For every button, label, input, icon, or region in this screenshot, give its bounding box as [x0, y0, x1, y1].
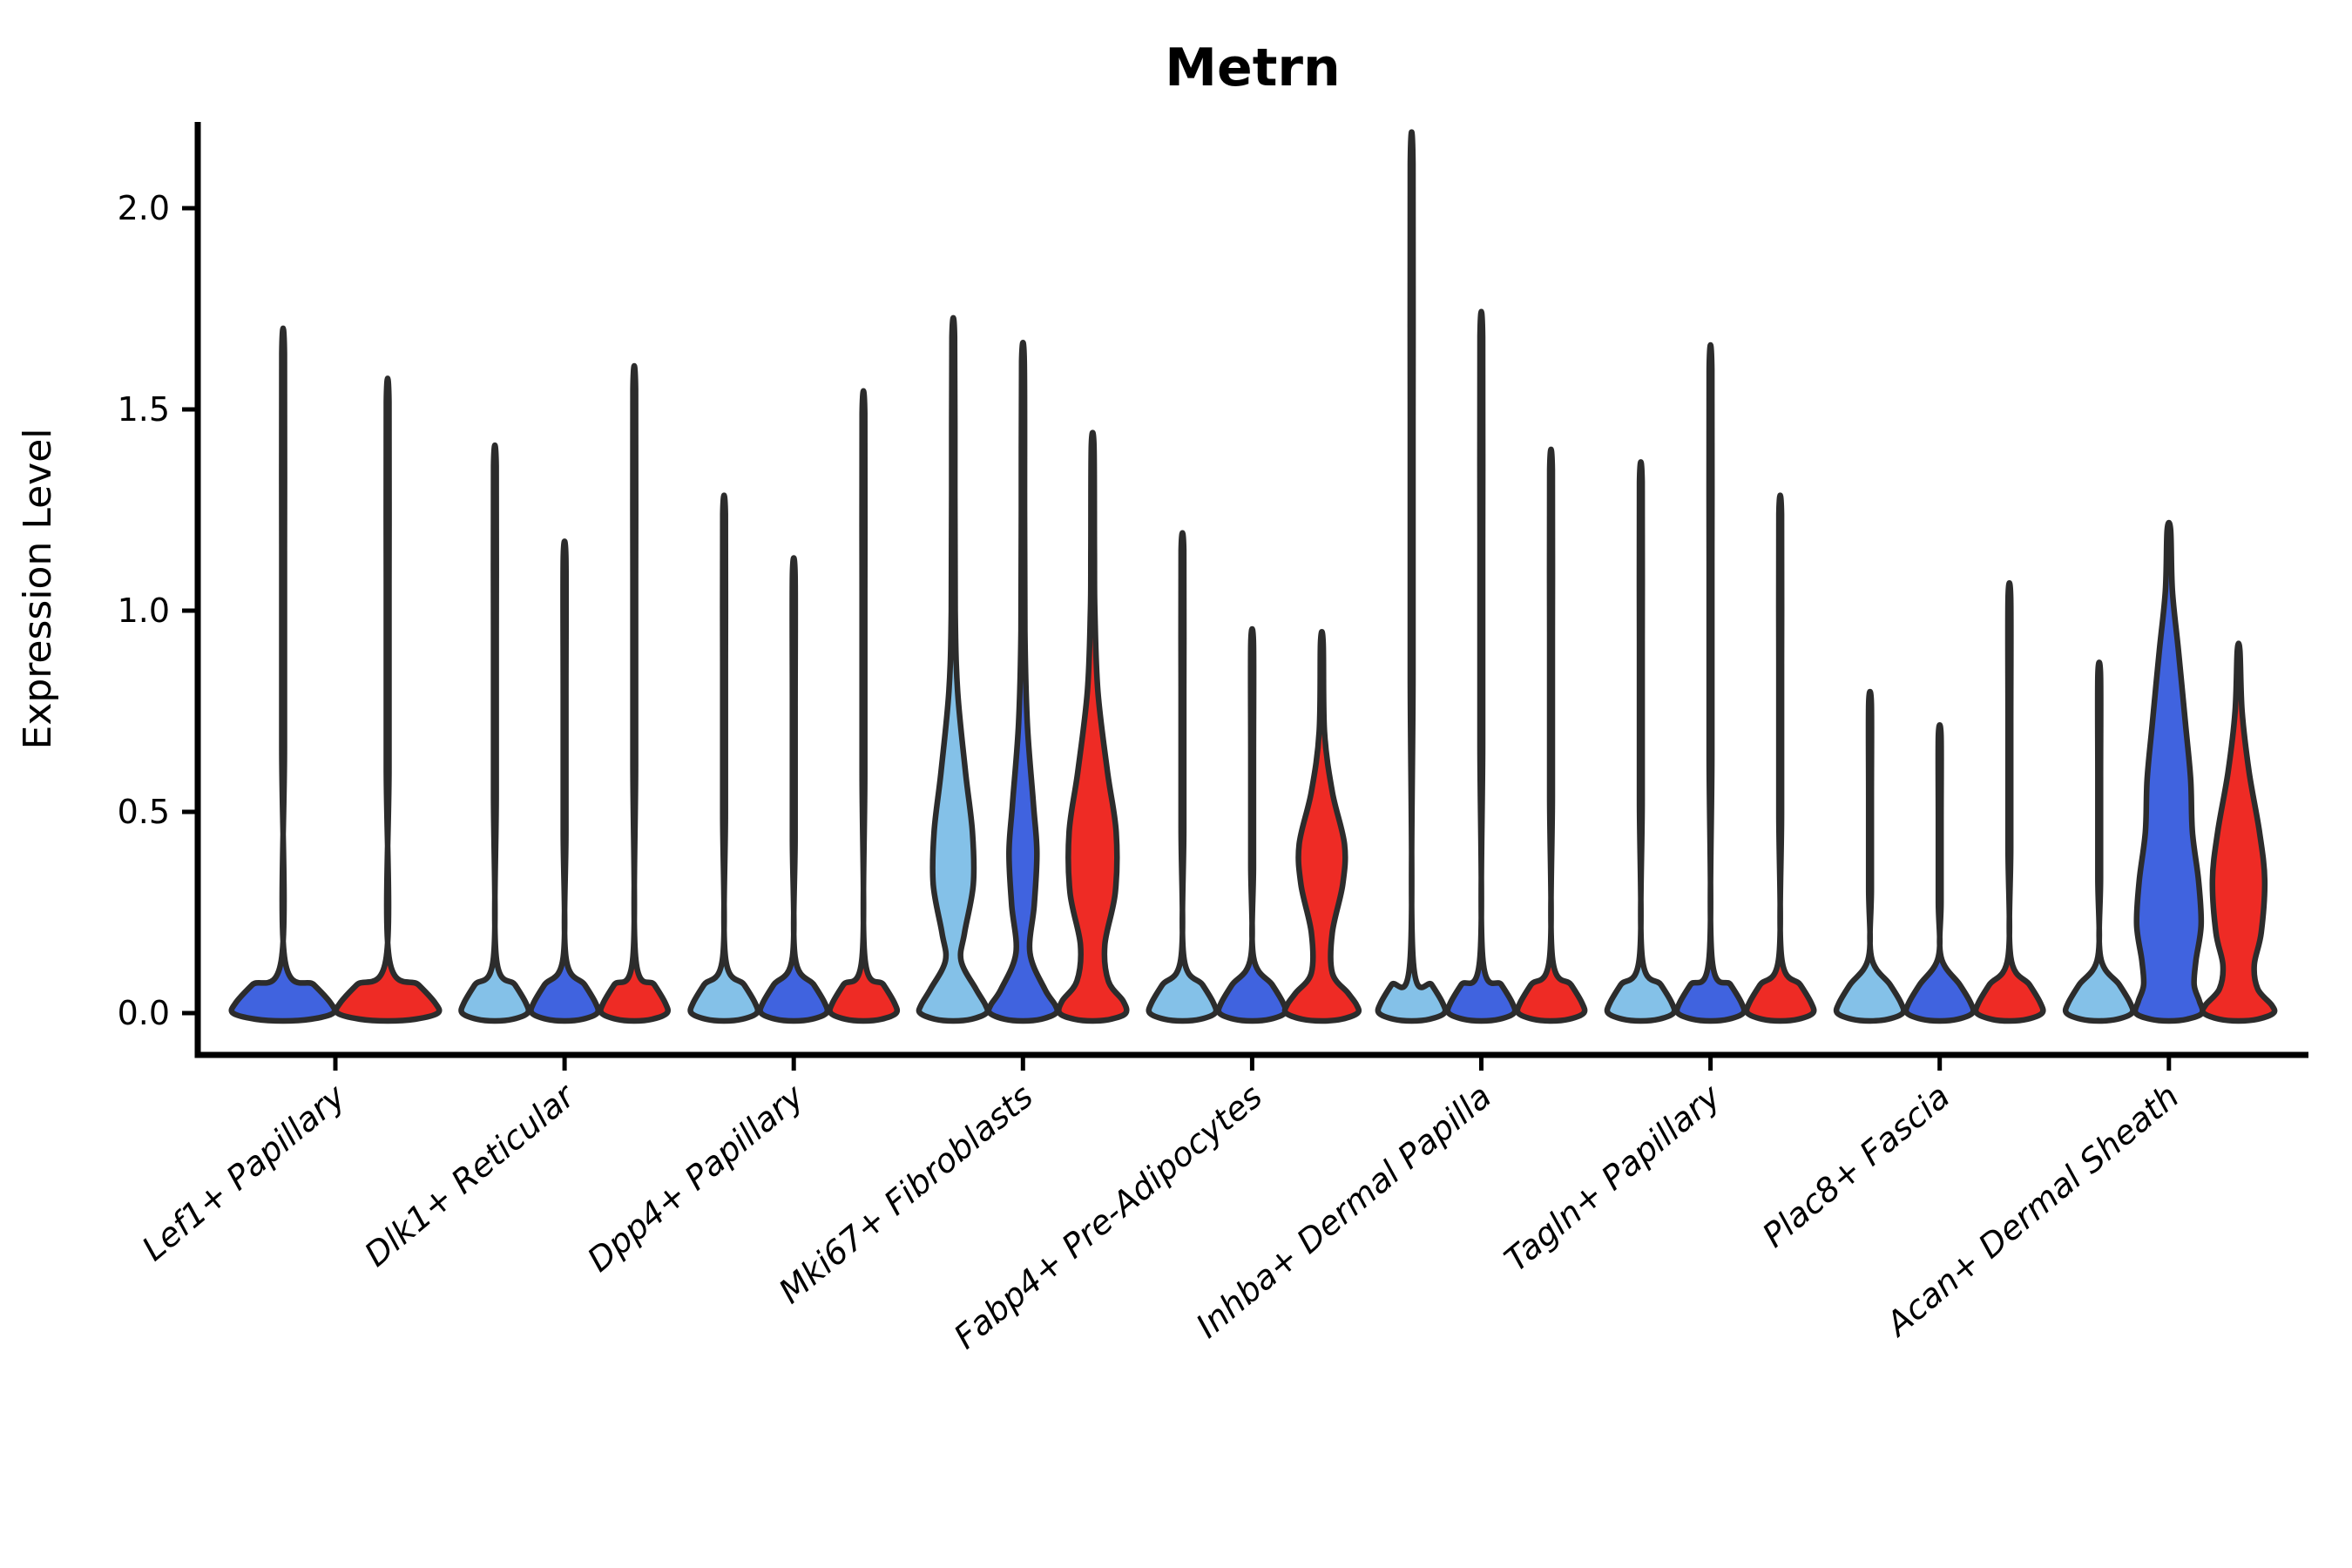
violin-fabp4-lightblue — [1146, 530, 1220, 1024]
y-tick-label: 0.5 — [118, 793, 170, 831]
violin-inhba-blue — [1444, 308, 1518, 1024]
x-tick-label: Lef1+ Papillary — [135, 1077, 353, 1268]
axes-layer — [182, 122, 2308, 1071]
violin-dpp4-lightblue — [687, 492, 761, 1024]
violin-lef1-red — [333, 375, 443, 1024]
violin-group-8 — [1833, 580, 2046, 1024]
y-tick-label: 1.0 — [118, 591, 170, 630]
violin-dlk1-lightblue — [458, 443, 531, 1024]
y-tick-label: 0.0 — [118, 994, 170, 1032]
x-tick-label: Dlk1+ Reticular — [357, 1076, 584, 1274]
violin-mki67-lightblue — [916, 314, 990, 1024]
violin-mki67-blue — [985, 339, 1060, 1024]
y-tick-label: 2.0 — [118, 189, 170, 227]
violin-mki67-red — [1056, 429, 1130, 1024]
violin-plac8-blue — [1903, 722, 1977, 1024]
violin-inhba-red — [1514, 446, 1588, 1024]
violin-dpp4-blue — [757, 555, 831, 1024]
violin-plac8-red — [1972, 580, 2046, 1024]
violin-acan-blue — [2132, 519, 2206, 1024]
y-axis-label: Expression Level — [16, 429, 60, 750]
y-tick-label: 1.5 — [118, 390, 170, 429]
violin-group-7 — [1604, 342, 1817, 1024]
violin-group-9 — [2062, 519, 2278, 1024]
violin-group-6 — [1375, 129, 1588, 1024]
violin-group-5 — [1146, 530, 1362, 1024]
violin-plac8-lightblue — [1833, 688, 1907, 1024]
violin-lef1-blue — [228, 325, 338, 1024]
violin-fabp4-red — [1281, 629, 1362, 1024]
violin-dlk1-blue — [528, 538, 601, 1024]
x-tick-label: Plac8+ Fascia — [1755, 1077, 1957, 1254]
violin-group-3 — [687, 388, 901, 1024]
x-tick-label: Dpp4+ Papillary — [580, 1077, 811, 1280]
violin-group-4 — [916, 314, 1130, 1024]
violin-inhba-lightblue — [1375, 129, 1449, 1024]
violin-fabp4-blue — [1215, 625, 1289, 1024]
violin-dlk1-red — [598, 363, 671, 1024]
violin-group-2 — [458, 363, 671, 1024]
violin-acan-red — [2200, 640, 2278, 1024]
x-tick-label: Mki67+ Fibroblasts — [772, 1077, 1040, 1311]
chart-title: Metrn — [1165, 37, 1340, 98]
violin-tagln-red — [1743, 492, 1817, 1024]
violin-group-1 — [228, 325, 443, 1024]
violin-tagln-blue — [1673, 342, 1747, 1024]
violin-dpp4-red — [827, 388, 901, 1024]
violin-tagln-lightblue — [1604, 459, 1678, 1024]
tick-labels-layer: 0.0 0.5 1.0 1.5 2.0 Lef1+ Papillary Dlk1+ Reti… — [118, 189, 2186, 1356]
x-tick-label: Tagln+ Papillary — [1497, 1077, 1728, 1279]
violin-acan-lightblue — [2062, 659, 2136, 1024]
violins-layer — [228, 129, 2278, 1024]
